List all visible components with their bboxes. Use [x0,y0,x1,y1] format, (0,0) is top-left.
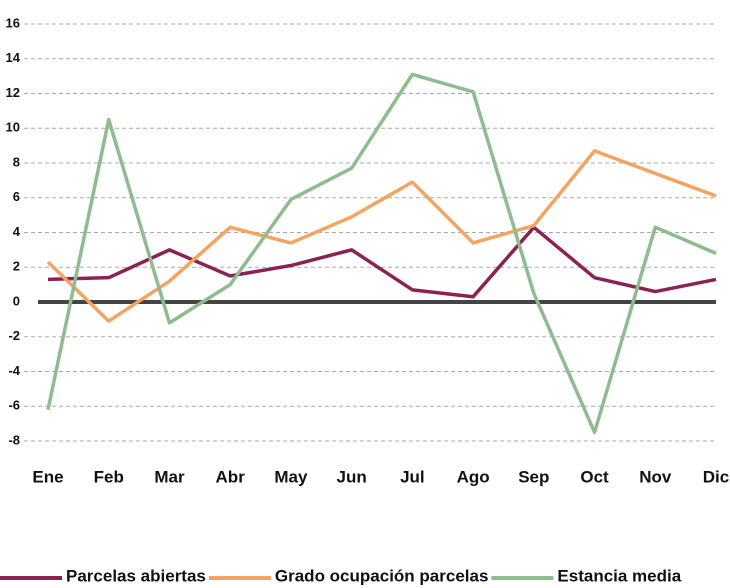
line-series [47,225,717,299]
x-tick-label: Ene [32,467,63,486]
x-tick-label: Jul [400,467,425,486]
x-tick-label: Oct [580,467,609,486]
x-tick-label: Ago [457,467,490,486]
y-tick-label: 12 [6,85,20,100]
x-tick-label: Feb [94,467,124,486]
line-series [46,149,717,323]
y-tick-label: 6 [13,189,20,204]
legend-label: Grado ocupación parcelas [275,566,489,585]
x-tick-label: Jun [337,467,367,486]
y-tick-label: -2 [8,328,20,343]
legend-label: Estancia media [557,566,681,585]
y-tick-label: -8 [8,432,20,447]
x-tick-label: May [274,467,308,486]
y-tick-label: 4 [13,224,21,239]
x-tick-label: Sep [518,467,549,486]
y-tick-label: 14 [6,50,21,65]
y-tick-label: -4 [8,363,20,378]
x-tick-label: Abr [216,467,246,486]
y-tick-label: 10 [6,120,20,135]
x-tick-label: Nov [639,467,672,486]
y-tick-label: -6 [8,398,20,413]
y-tick-label: 16 [6,15,20,30]
x-tick-label: Mar [154,467,185,486]
y-tick-label: 8 [13,154,20,169]
x-tick-label: Dic [703,467,729,486]
y-tick-label: 0 [13,293,20,308]
line-series [46,72,717,435]
legend-label: Parcelas abiertas [66,566,206,585]
y-tick-label: 2 [13,259,20,274]
